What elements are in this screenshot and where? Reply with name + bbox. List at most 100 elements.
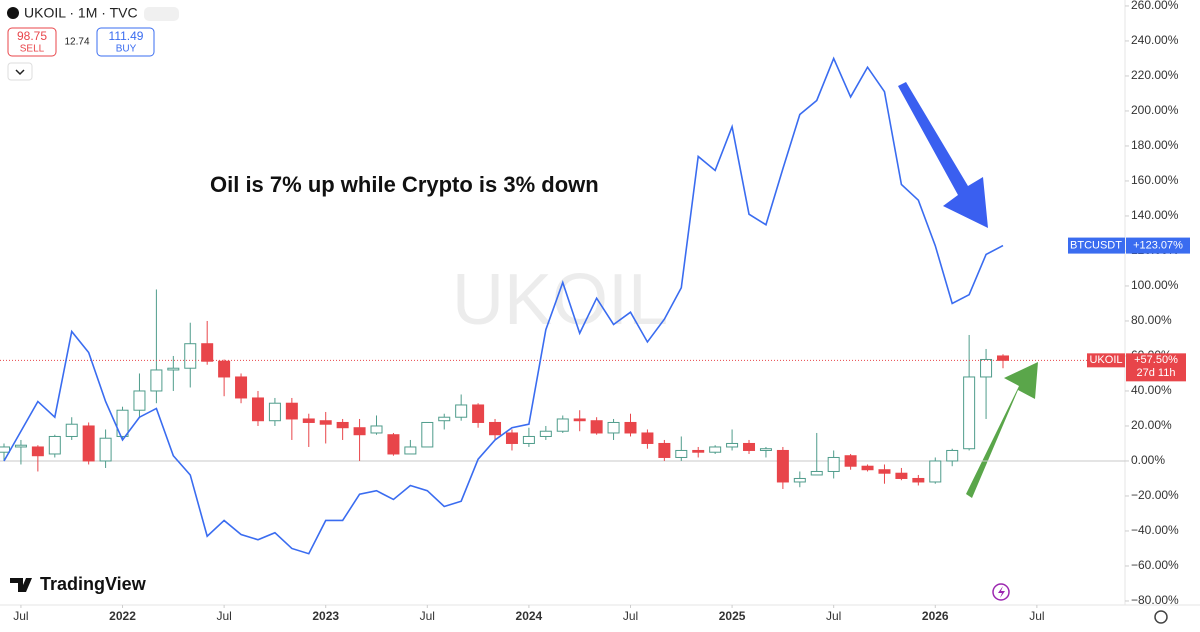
candle-body: [946, 449, 959, 462]
name-tag: [1068, 237, 1125, 254]
x-tick-label: Jul: [13, 609, 28, 623]
candle-body: [793, 477, 806, 483]
chevron: [15, 69, 25, 76]
x-tick-label: 2026: [922, 609, 949, 623]
settings-icon[interactable]: [1154, 610, 1168, 624]
candle-body: [116, 409, 129, 437]
candle-body: [675, 449, 688, 458]
spread: 12.74: [64, 37, 89, 48]
buy-price: 111.49: [109, 29, 144, 43]
candle-body: [573, 418, 586, 422]
candle-body: [201, 343, 214, 362]
y-tick-label: 0.00%: [1131, 453, 1165, 467]
x-tick-label: 2023: [312, 609, 339, 623]
candle-body: [285, 402, 298, 420]
candle-body: [709, 446, 722, 453]
y-tick-label: 40.00%: [1131, 383, 1172, 397]
candle-body: [878, 469, 891, 474]
y-tick-label: −20.00%: [1131, 488, 1179, 502]
candle-body: [776, 449, 789, 483]
candle-body: [929, 460, 942, 483]
y-tick-label: 200.00%: [1131, 103, 1179, 117]
candle-body: [0, 446, 10, 453]
candle-body: [997, 355, 1009, 361]
y-tick-label: −80.00%: [1131, 593, 1179, 607]
candle-body: [861, 465, 874, 471]
candle-body: [184, 343, 197, 369]
candle-body: [31, 446, 44, 457]
candle-body: [505, 432, 518, 444]
candle-body: [743, 442, 756, 451]
y-tick-label: 220.00%: [1131, 68, 1179, 82]
candle-body: [82, 425, 95, 462]
candle-body: [912, 477, 925, 483]
line: [3, 56, 1004, 555]
sell-price: 98.75: [17, 29, 47, 43]
x-tick-label: 2025: [719, 609, 746, 623]
sell-button[interactable]: [7, 27, 57, 57]
name-tag-label: BTCUSDT: [1070, 239, 1122, 251]
y-tick-label: 260.00%: [1131, 0, 1179, 12]
candle-body: [844, 455, 857, 467]
buy-label: BUY: [116, 44, 137, 55]
candle-body: [658, 442, 671, 458]
y-tick-label: −40.00%: [1131, 523, 1179, 537]
candle-body: [14, 444, 27, 448]
candle-body: [455, 404, 468, 418]
value-tag-label: +57.50%: [1134, 354, 1178, 366]
x-tick-label: Jul: [623, 609, 638, 623]
y-tick-label: 20.00%: [1131, 418, 1172, 432]
watermark: UKOIL: [452, 260, 668, 340]
candle-body: [726, 442, 739, 448]
status-badge: [144, 7, 179, 21]
candle-body: [235, 376, 248, 399]
brand: TradingView: [40, 574, 147, 594]
x-tick-label: Jul: [216, 609, 231, 623]
x-tick-label: Jul: [1029, 609, 1044, 623]
candle-body: [99, 437, 112, 462]
candle-body: [827, 456, 840, 472]
y-tick-label: −60.00%: [1131, 558, 1179, 572]
name-tag-label: UKOIL: [1089, 354, 1122, 366]
alert-icon: [998, 586, 1005, 598]
alert-icon[interactable]: [992, 583, 1010, 601]
candle-body: [759, 448, 772, 451]
candle-body: [438, 416, 451, 422]
candle-body: [556, 418, 569, 432]
candle-body: [336, 421, 349, 429]
candle-body: [895, 472, 908, 479]
candle-body: [302, 418, 315, 423]
x-tick-label: Jul: [420, 609, 435, 623]
candle-body: [268, 402, 281, 422]
countdown: 27d 11h: [1137, 367, 1176, 379]
candle-body: [963, 376, 976, 450]
y-tick-label: 160.00%: [1131, 173, 1179, 187]
candle-body: [539, 430, 552, 437]
candle-body: [133, 390, 146, 411]
buy-button[interactable]: [96, 27, 155, 57]
down-arrow: [898, 82, 988, 228]
value-tag: [1126, 353, 1186, 382]
annotation: Oil is 7% up while Crypto is 3% down: [210, 172, 599, 197]
candle-body: [370, 425, 383, 434]
up-arrow: [966, 362, 1038, 498]
x-tick-label: Jul: [826, 609, 841, 623]
candle-body: [404, 446, 417, 455]
candle-body: [607, 421, 620, 434]
candle-body: [980, 358, 993, 378]
symbol-icon: [7, 7, 19, 19]
brand-logo: [10, 578, 32, 592]
candle-body: [218, 360, 231, 378]
candle-body: [150, 369, 163, 392]
value-tag: [1126, 237, 1190, 254]
name-tag: [1087, 353, 1125, 368]
candle-body: [48, 435, 61, 455]
collapse-button[interactable]: [7, 62, 33, 81]
x-tick-label: 2022: [109, 609, 136, 623]
candle-body: [624, 421, 637, 434]
candle-body: [522, 435, 535, 444]
candle-body: [692, 449, 705, 453]
candle-body: [167, 367, 180, 371]
